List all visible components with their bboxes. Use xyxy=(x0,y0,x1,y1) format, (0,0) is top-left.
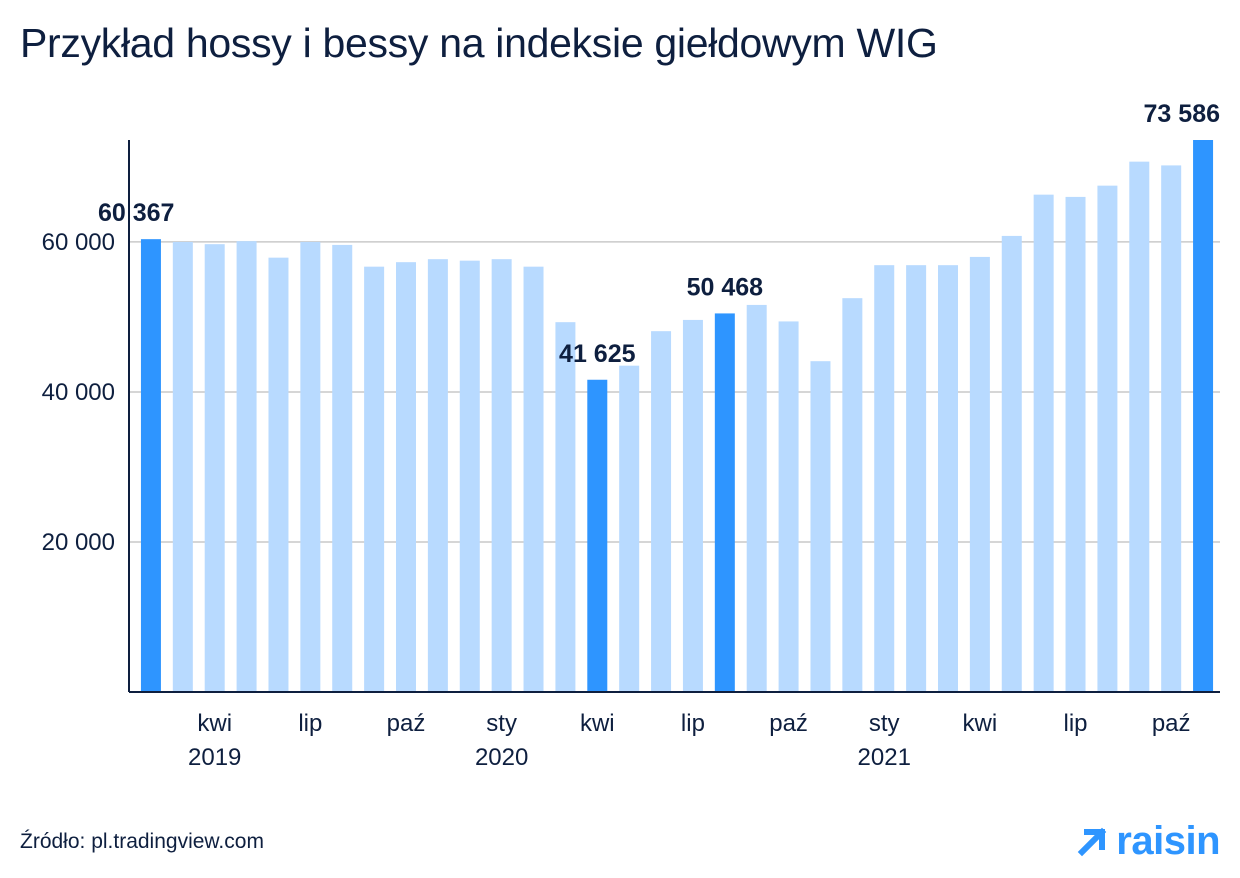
bar xyxy=(714,313,735,692)
x-tick-label: lip xyxy=(298,710,322,737)
bar xyxy=(268,257,289,692)
bar xyxy=(491,259,512,692)
bar xyxy=(619,365,640,692)
bar xyxy=(778,321,799,692)
data-label: 50 468 xyxy=(687,273,764,301)
x-tick-label: lip xyxy=(681,710,705,737)
data-label: 60 367 xyxy=(98,199,174,227)
bar xyxy=(1161,165,1182,692)
x-tick-label: lip xyxy=(1064,710,1088,737)
bar xyxy=(1097,185,1118,692)
x-tick-label: paź xyxy=(387,710,426,737)
bar xyxy=(938,265,958,692)
x-tick-label: kwi xyxy=(963,710,998,737)
x-tick-label: sty xyxy=(486,710,517,737)
brand-logo: raisin xyxy=(1076,818,1220,864)
bar xyxy=(140,239,161,692)
bar xyxy=(427,259,448,692)
x-tick-label: paź xyxy=(1152,710,1191,737)
x-tick-year-label: 2020 xyxy=(475,744,528,771)
data-label: 41 625 xyxy=(559,340,636,368)
bar xyxy=(810,361,831,692)
x-tick-year-label: 2021 xyxy=(858,744,911,771)
y-tick-label: 60 000 xyxy=(42,229,115,256)
bar xyxy=(682,319,703,692)
bar xyxy=(236,241,257,692)
bar xyxy=(906,265,927,692)
bar xyxy=(172,241,193,693)
x-tick-label: sty xyxy=(869,710,900,737)
bar xyxy=(332,244,353,692)
bar xyxy=(555,322,576,692)
bar xyxy=(874,265,895,692)
bar xyxy=(364,266,385,692)
chart-title: Przykład hossy i bessy na indeksie giełd… xyxy=(20,20,938,66)
source-note: Źródło: pl.tradingview.com xyxy=(20,830,264,853)
x-tick-label: kwi xyxy=(580,710,615,737)
bar xyxy=(396,262,416,692)
brand-name: raisin xyxy=(1116,818,1220,863)
x-tick-label: paź xyxy=(769,710,808,737)
bar xyxy=(587,379,608,692)
y-tick-label: 40 000 xyxy=(42,379,115,406)
bar xyxy=(1065,196,1086,692)
bar xyxy=(969,256,990,692)
bar xyxy=(1001,235,1022,692)
bar xyxy=(459,260,480,692)
arrow-up-right-icon xyxy=(1078,827,1107,857)
bar xyxy=(204,244,225,693)
bar xyxy=(651,331,672,692)
bar xyxy=(300,241,321,693)
x-tick-label: kwi xyxy=(197,710,232,737)
x-tick-year-label: 2019 xyxy=(188,744,241,771)
bar xyxy=(1193,140,1214,692)
data-label: 73 586 xyxy=(1144,100,1220,128)
bar xyxy=(523,266,544,692)
bar xyxy=(1129,161,1150,693)
bar xyxy=(1033,194,1054,692)
bar xyxy=(746,304,767,692)
y-tick-label: 20 000 xyxy=(42,529,115,556)
bar xyxy=(842,298,863,692)
